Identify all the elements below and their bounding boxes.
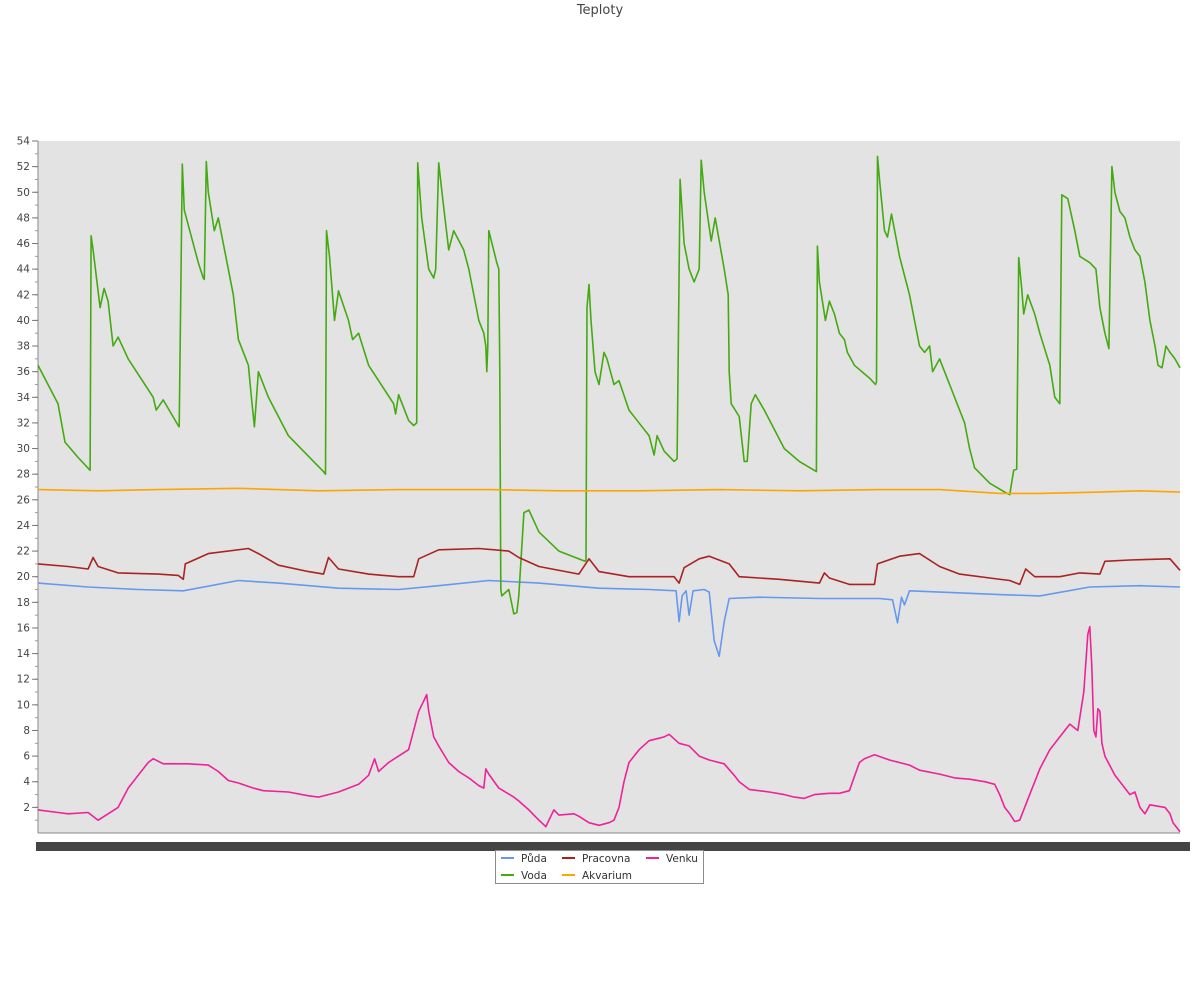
series-pracovna bbox=[37, 547, 1181, 586]
y-axis-tick-label: 26 bbox=[17, 494, 31, 506]
legend-label: Voda bbox=[521, 870, 547, 882]
y-axis-tick-label: 54 bbox=[17, 136, 31, 148]
legend-label: Venku bbox=[666, 853, 698, 865]
y-axis-tick-label: 4 bbox=[23, 776, 30, 788]
legend-item: Pracovna bbox=[562, 853, 630, 867]
y-axis-tick-label: 22 bbox=[17, 546, 30, 558]
y-axis-tick-label: 8 bbox=[23, 725, 30, 737]
series-line bbox=[37, 625, 1181, 833]
x-axis-tick-label-band bbox=[36, 842, 1190, 851]
y-axis-tick-label: 18 bbox=[17, 597, 30, 609]
y-axis-tick-label: 42 bbox=[17, 289, 30, 301]
series-akvarium bbox=[37, 487, 1181, 495]
series-venku bbox=[37, 625, 1181, 833]
legend-swatch bbox=[501, 857, 514, 859]
series-line bbox=[37, 547, 1181, 586]
legend-label: Půda bbox=[521, 853, 547, 865]
legend-label: Pracovna bbox=[582, 853, 631, 865]
y-axis-tick-label: 6 bbox=[23, 751, 30, 763]
y-axis-tick-label: 30 bbox=[17, 443, 30, 455]
series-p-da bbox=[37, 579, 1181, 658]
series-line bbox=[37, 579, 1181, 658]
y-axis-tick-label: 50 bbox=[17, 187, 30, 199]
legend-swatch bbox=[562, 874, 575, 876]
legend-item: Venku bbox=[646, 853, 698, 867]
legend-swatch bbox=[646, 857, 659, 859]
y-axis-tick-label: 10 bbox=[17, 699, 30, 711]
legend-item: Voda bbox=[501, 870, 547, 884]
x-axis-tick-labels bbox=[36, 842, 1190, 851]
y-axis-tick-label: 28 bbox=[17, 469, 30, 481]
y-axis-tick-label: 2 bbox=[23, 802, 30, 814]
y-axis-tick-label: 12 bbox=[17, 674, 30, 686]
series-line bbox=[37, 487, 1181, 495]
chart-title: Teploty bbox=[576, 3, 624, 18]
y-axis-tick-label: 32 bbox=[17, 417, 30, 429]
legend-item: Akvarium bbox=[562, 870, 632, 884]
y-axis-tick-label: 48 bbox=[17, 212, 30, 224]
legend-swatch bbox=[562, 857, 575, 859]
y-axis-tick-label: 44 bbox=[17, 264, 31, 276]
y-axis: 2468101214161820222426283032343638404244… bbox=[17, 136, 39, 833]
y-axis-tick-label: 46 bbox=[17, 238, 31, 250]
y-axis-tick-label: 16 bbox=[17, 622, 31, 634]
legend-label: Akvarium bbox=[582, 870, 633, 882]
y-axis-tick-label: 20 bbox=[17, 571, 30, 583]
y-axis-tick-label: 52 bbox=[17, 161, 30, 173]
y-axis-tick-label: 36 bbox=[17, 366, 31, 378]
legend: Půda Voda Pracovna Akvarium Venku bbox=[495, 850, 704, 884]
legend-item: Půda bbox=[501, 853, 547, 867]
y-axis-tick-label: 38 bbox=[17, 341, 30, 353]
series-layer bbox=[37, 155, 1181, 833]
y-axis-tick-label: 14 bbox=[17, 648, 31, 660]
y-axis-tick-label: 40 bbox=[17, 315, 30, 327]
legend-swatch bbox=[501, 874, 514, 876]
plot-area bbox=[38, 141, 1180, 833]
series-voda bbox=[37, 155, 1181, 615]
y-axis-tick-label: 24 bbox=[17, 520, 31, 532]
y-axis-tick-label: 34 bbox=[17, 392, 31, 404]
series-line bbox=[37, 155, 1181, 615]
